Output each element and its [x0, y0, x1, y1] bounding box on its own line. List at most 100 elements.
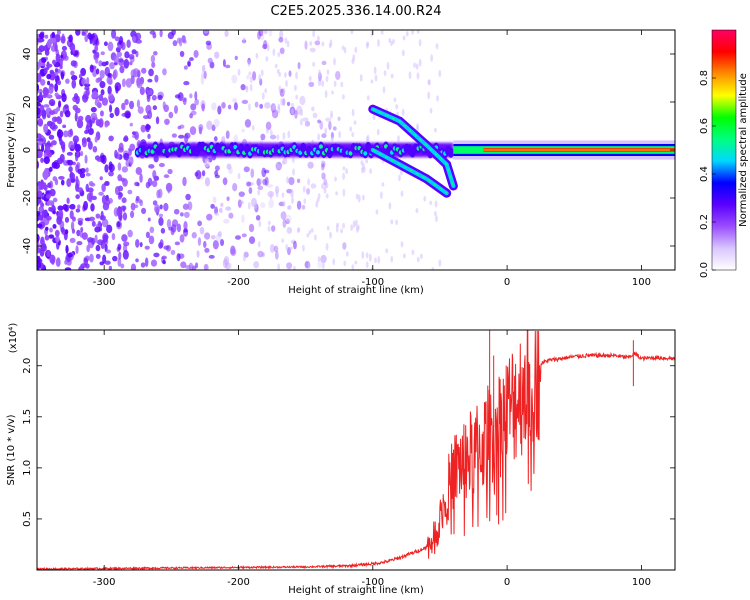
- noise-speck: [380, 30, 384, 35]
- x-tick-label: -100: [361, 577, 384, 588]
- noise-speck: [104, 123, 108, 128]
- noise-speck: [431, 266, 435, 270]
- noise-speck: [128, 54, 135, 60]
- noise-speck: [46, 94, 53, 99]
- noise-speck: [228, 262, 232, 270]
- carrier-blob: [447, 147, 454, 158]
- noise-speck: [52, 210, 56, 215]
- noise-speck: [203, 240, 207, 249]
- noise-speck: [115, 85, 119, 94]
- noise-speck: [52, 197, 58, 203]
- noise-speck: [40, 57, 47, 63]
- noise-speck: [121, 78, 126, 88]
- noise-speck: [261, 167, 267, 178]
- noise-speck: [257, 185, 264, 191]
- noise-speck: [241, 214, 245, 224]
- noise-speck: [325, 242, 329, 251]
- noise-speck: [354, 219, 358, 227]
- noise-speck: [83, 200, 88, 211]
- noise-speck: [220, 202, 224, 207]
- noise-speck: [136, 99, 141, 108]
- noise-speck: [293, 240, 297, 250]
- noise-speck: [360, 160, 364, 166]
- noise-speck: [243, 254, 246, 262]
- y-tick-label: 40: [22, 48, 33, 61]
- noise-speck: [89, 34, 93, 45]
- noise-speck: [411, 30, 415, 35]
- noise-speck: [47, 80, 51, 86]
- noise-speck: [127, 229, 133, 238]
- noise-speck: [390, 73, 394, 79]
- noise-speck: [100, 51, 105, 56]
- noise-speck: [291, 196, 294, 205]
- noise-speck: [269, 129, 273, 136]
- noise-speck: [158, 162, 165, 168]
- noise-speck: [282, 98, 286, 106]
- noise-speck: [152, 170, 157, 179]
- noise-speck: [73, 92, 79, 101]
- noise-speck: [320, 254, 327, 264]
- noise-speck: [370, 79, 374, 84]
- noise-speck: [395, 219, 399, 226]
- noise-speck: [67, 159, 74, 166]
- noise-speck: [408, 71, 412, 80]
- noise-speck: [333, 80, 337, 87]
- noise-speck: [155, 116, 160, 125]
- y-tick-label: 0.5: [22, 511, 33, 527]
- noise-speck: [212, 196, 217, 204]
- noise-speck: [159, 30, 163, 38]
- noise-speck: [171, 133, 177, 138]
- noise-speck: [372, 114, 376, 121]
- noise-speck: [101, 183, 106, 193]
- noise-speck: [382, 86, 386, 94]
- noise-speck: [106, 224, 113, 234]
- noise-speck: [150, 54, 156, 63]
- noise-speck: [325, 75, 329, 83]
- noise-speck: [59, 153, 65, 163]
- noise-speck: [90, 203, 95, 212]
- noise-speck: [68, 166, 73, 173]
- noise-speck: [60, 54, 64, 59]
- noise-speck: [121, 166, 129, 173]
- spectrogram-y-axis-label: Frequency (Hz): [6, 112, 17, 188]
- noise-speck: [275, 189, 279, 198]
- noise-speck: [354, 46, 358, 54]
- noise-speck: [69, 203, 76, 210]
- noise-speck: [419, 253, 423, 259]
- noise-speck: [290, 188, 294, 198]
- noise-speck: [342, 242, 347, 250]
- noise-speck: [104, 180, 110, 186]
- carrier-core: [363, 151, 368, 156]
- noise-speck: [167, 31, 174, 40]
- noise-speck: [204, 247, 210, 253]
- noise-speck: [309, 47, 316, 53]
- noise-speck: [366, 95, 370, 101]
- noise-speck: [122, 250, 129, 260]
- noise-speck: [152, 32, 157, 39]
- noise-speck: [214, 51, 220, 59]
- noise-speck: [136, 182, 140, 187]
- noise-speck: [276, 134, 280, 140]
- noise-speck: [69, 237, 76, 244]
- noise-speck: [99, 81, 106, 89]
- noise-speck: [163, 202, 169, 212]
- noise-speck: [124, 99, 129, 106]
- noise-speck: [267, 225, 271, 232]
- noise-speck: [129, 156, 134, 166]
- upper-branch-core: [372, 108, 455, 187]
- noise-speck: [317, 259, 323, 269]
- noise-speck: [77, 204, 81, 210]
- noise-speck: [335, 191, 339, 196]
- noise-speck: [320, 182, 327, 190]
- noise-speck: [117, 257, 122, 267]
- noise-speck: [44, 49, 50, 56]
- carrier-core: [150, 149, 155, 154]
- noise-speck: [107, 41, 114, 52]
- noise-speck: [257, 250, 264, 258]
- noise-speck: [89, 190, 93, 199]
- noise-speck: [310, 228, 314, 233]
- noise-speck: [145, 124, 151, 130]
- noise-speck: [317, 133, 321, 141]
- noise-speck: [85, 114, 92, 123]
